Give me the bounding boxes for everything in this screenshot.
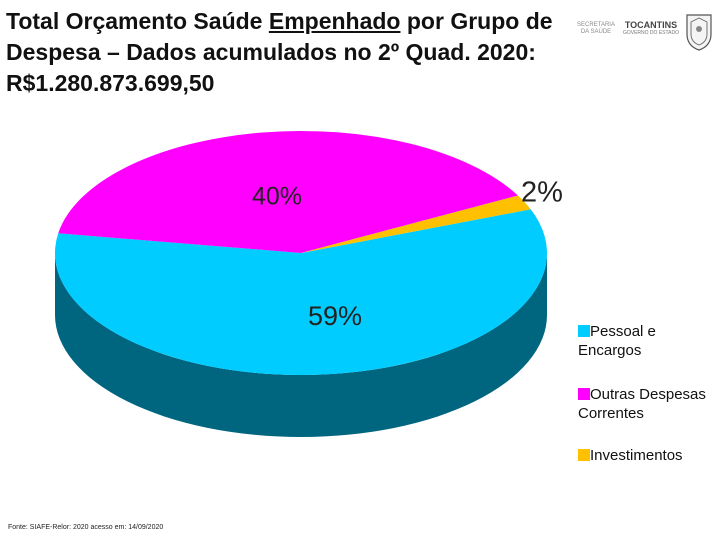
tocantins-logo-text: TOCANTINS — [624, 20, 678, 30]
state-seal-icon — [686, 14, 712, 51]
pie-sides — [55, 253, 547, 437]
title-part-2: por Grupo de Despesa – Dados acumulados … — [6, 8, 553, 96]
pie-slices — [54, 130, 547, 376]
pie-slice-outras-despesas-correntes — [58, 130, 518, 253]
legend-swatch-pessoal — [578, 325, 590, 337]
pie-slice-pessoal-e-encargos — [54, 209, 547, 376]
pie-data-labels: 59% 40% 2% — [252, 177, 563, 331]
secretaria-logo: SECRETARIA DA SAÚDE — [577, 22, 615, 35]
legend-label-investimentos: Investimentos — [590, 447, 683, 464]
legend-item-pessoal-e-encargos: Pessoal e Encargos — [578, 322, 718, 360]
legend-label-pessoal-line1: Pessoal e — [590, 323, 656, 340]
data-label-2: 2% — [521, 177, 563, 209]
logos: SECRETARIA DA SAÚDE TOCANTINS GOVERNO DO… — [576, 12, 716, 52]
data-label-1: 40% — [252, 183, 302, 211]
governo-logo-text: GOVERNO DO ESTADO — [622, 30, 680, 36]
data-label-0: 59% — [308, 301, 362, 331]
title-underlined: Empenhado — [268, 8, 401, 34]
legend-label-outras-line2: Correntes — [578, 405, 644, 422]
pie-slice-investimentos — [301, 195, 531, 253]
source-note: Fonte: SIAFE-Relor: 2020 acesso em: 14/0… — [8, 524, 164, 531]
pie-side-0 — [55, 253, 547, 437]
legend-label-pessoal-line2: Encargos — [578, 342, 642, 359]
legend-swatch-investimentos — [578, 449, 590, 461]
tocantins-logo: TOCANTINS GOVERNO DO ESTADO — [622, 20, 680, 36]
legend-item-outras-despesas: Outras Despesas Correntes — [578, 385, 718, 423]
legend-swatch-outras — [578, 388, 590, 400]
chart-title: Total Orçamento Saúde Empenhado por Grup… — [6, 6, 566, 99]
legend-label-outras-line1: Outras Despesas — [590, 386, 706, 403]
legend-item-investimentos: Investimentos — [578, 446, 718, 465]
title-part-1: Total Orçamento Saúde — [6, 8, 269, 34]
